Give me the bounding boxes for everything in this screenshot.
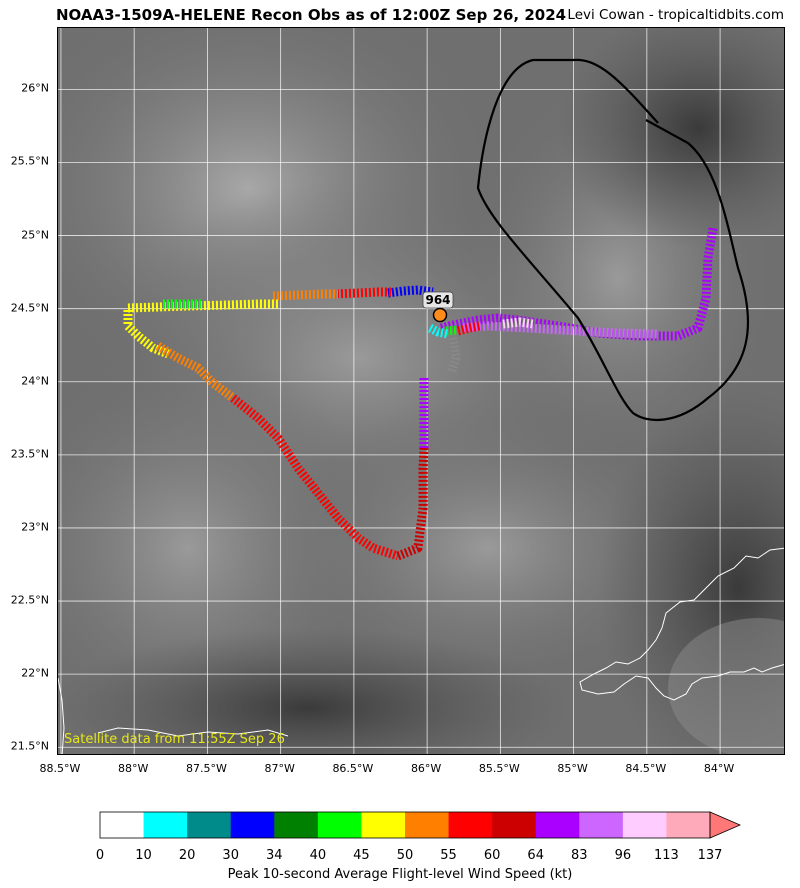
track-segment — [446, 337, 461, 375]
track-segment — [332, 287, 393, 299]
nhc-cone-outline — [476, 58, 750, 422]
credit-text: Levi Cowan - tropicaltidbits.com — [567, 7, 784, 23]
colorbar-tick-label: 55 — [440, 848, 457, 863]
flight-track — [123, 227, 718, 561]
colorbar-tick-label: 50 — [396, 848, 414, 863]
colorbar-tick-label: 34 — [266, 848, 283, 863]
colorbar-tick-label: 40 — [309, 848, 327, 863]
x-tick-label: 84°W — [703, 762, 735, 775]
x-tick-label: 86°W — [410, 762, 442, 775]
colorbar-tick-label: 10 — [135, 848, 152, 863]
map-panel[interactable]: 964 — [57, 27, 785, 755]
track-segment — [155, 342, 236, 402]
x-tick-label: 88.5°W — [39, 762, 81, 775]
y-tick-label: 25.5°N — [10, 154, 49, 168]
colorbar-frame — [99, 811, 711, 839]
colorbar-tick-label: 64 — [527, 848, 544, 863]
track-segment — [502, 317, 534, 329]
track-segment — [445, 325, 457, 336]
colorbar — [99, 811, 742, 839]
y-tick-label: 23°N — [21, 520, 49, 534]
y-tick-label: 24°N — [21, 374, 49, 388]
colorbar-swatch — [579, 812, 624, 838]
colorbar-tick-label: 96 — [614, 848, 632, 863]
colorbar-tick-label: 45 — [353, 848, 370, 863]
colorbar-swatch — [143, 812, 188, 838]
pressure-label: 964 — [425, 293, 450, 307]
colorbar-title: Peak 10-second Average Flight-level Wind… — [227, 867, 573, 882]
colorbar-tick-label: 0 — [95, 848, 105, 863]
track-segment — [387, 285, 434, 298]
colorbar-tick-label: 60 — [483, 848, 501, 863]
colorbar-swatch — [100, 812, 145, 838]
x-tick-label: 84.5°W — [625, 762, 667, 775]
colorbar-swatch — [535, 812, 580, 838]
satellite-background — [58, 28, 784, 754]
track-segment — [456, 321, 481, 336]
colorbar-swatch — [317, 812, 362, 838]
track-segment — [127, 299, 278, 313]
x-tick-label: 87.5°W — [185, 762, 227, 775]
map-title: NOAA3-1509A-HELENE Recon Obs as of 12:00… — [56, 6, 567, 24]
y-tick-label: 22.5°N — [10, 593, 49, 607]
colorbar-swatch — [405, 812, 450, 838]
y-tick-label: 24.5°N — [10, 301, 49, 315]
colorbar-tick-label: 30 — [222, 848, 239, 863]
y-tick-label: 21.5°N — [10, 739, 49, 753]
colorbar-swatch — [187, 812, 232, 838]
track-segment — [272, 289, 338, 301]
x-tick-label: 86.5°W — [332, 762, 374, 775]
x-tick-label: 87°W — [264, 762, 295, 775]
colorbar-tick-label: 83 — [571, 848, 588, 863]
colorbar-swatch — [448, 812, 493, 838]
colorbar-swatch — [274, 812, 319, 838]
track-segment — [230, 394, 400, 561]
colorbar-swatch — [666, 812, 711, 838]
colorbar-tick-label: 137 — [697, 848, 723, 863]
colorbar-swatch — [622, 812, 667, 838]
y-tick-label: 23.5°N — [10, 447, 49, 461]
colorbar-extend-arrow — [709, 811, 742, 839]
y-tick-label: 22°N — [21, 666, 49, 680]
track-segment — [396, 447, 429, 561]
colorbar-swatch — [230, 812, 275, 838]
colorbar-swatch — [492, 812, 537, 838]
x-tick-label: 85°W — [557, 762, 588, 775]
coastline — [58, 547, 784, 754]
lat-lon-grid — [58, 28, 784, 754]
y-tick-label: 26°N — [21, 81, 49, 95]
track-segment — [427, 323, 449, 339]
colorbar-tick-label: 20 — [178, 848, 196, 863]
colorbar-tick-label: 113 — [654, 848, 679, 863]
track-segment — [462, 321, 659, 339]
x-tick-label: 85.5°W — [478, 762, 520, 775]
track-segment — [439, 227, 718, 341]
x-tick-label: 88°W — [117, 762, 149, 775]
pressure-marker[interactable]: 964 — [422, 291, 454, 323]
satellite-note: Satellite data from 11:55Z Sep 26 — [64, 732, 285, 747]
colorbar-swatch — [361, 812, 406, 838]
map-svg: 964 — [58, 28, 784, 754]
y-tick-label: 25°N — [21, 228, 49, 242]
